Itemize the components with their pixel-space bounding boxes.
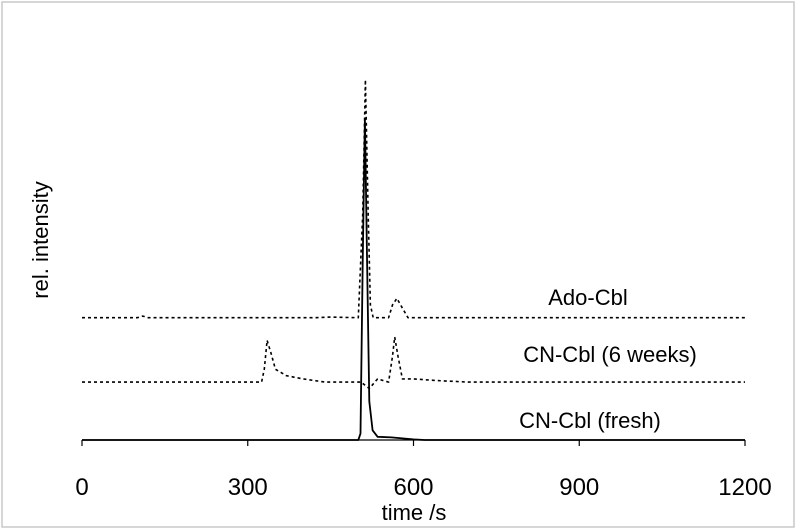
- x-tick-label: 900: [559, 474, 599, 501]
- x-tick-label: 0: [75, 474, 88, 501]
- x-tick-label: 1200: [718, 474, 771, 501]
- x-tick-label: 600: [393, 474, 433, 501]
- series-line-3: [82, 117, 745, 441]
- x-axis: 0 300 600 900 1200: [75, 439, 772, 501]
- y-axis-label: rel. intensity: [28, 181, 53, 298]
- series-line-2: [82, 336, 745, 390]
- series-group: [82, 78, 745, 441]
- trace-annotation: CN-Cbl (fresh): [519, 408, 661, 433]
- trace-annotation: Ado-Cbl: [548, 285, 627, 310]
- trace-annotation: CN-Cbl (6 weeks): [523, 342, 697, 367]
- x-tick-label: 300: [228, 474, 268, 501]
- x-axis-label: time /s: [382, 500, 447, 525]
- series-line-1: [82, 78, 745, 319]
- labels-group: time /s rel. intensity Ado-Cbl CN-Cbl (6 we…: [28, 181, 697, 525]
